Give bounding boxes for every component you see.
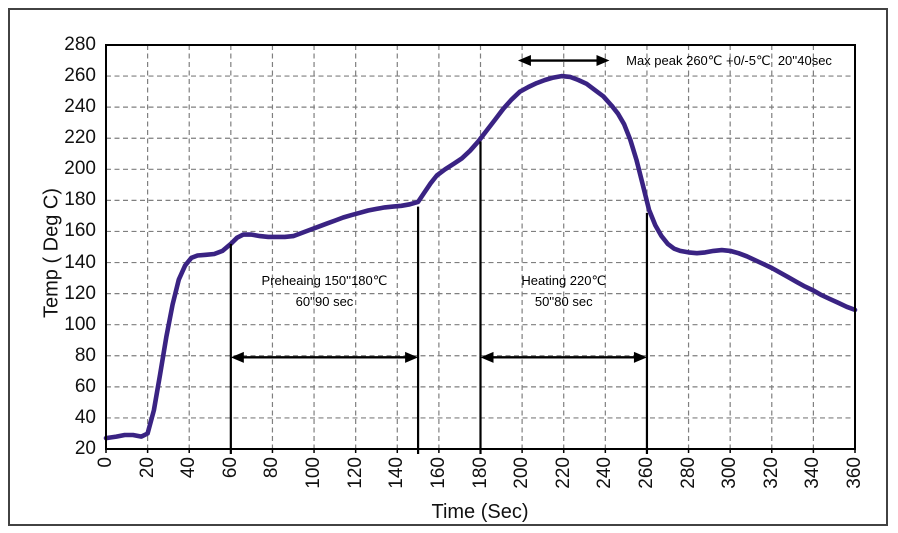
y-tick-label: 140 bbox=[64, 251, 96, 273]
y-tick-label: 220 bbox=[64, 127, 96, 149]
y-tick-label: 40 bbox=[74, 406, 96, 428]
preheat-range-arrow-head-left bbox=[230, 351, 244, 363]
annotation-max-peak: Max peak 260℃ +0/-5℃ 20''40sec bbox=[626, 53, 832, 69]
x-tick-label: 220 bbox=[552, 457, 574, 489]
x-tick-label: 180 bbox=[469, 457, 491, 489]
x-tick-label: 280 bbox=[677, 457, 699, 489]
max-peak-range-arrow-head-right bbox=[596, 55, 610, 67]
annotation-preheat: Preheaing 150''180℃ 60''90 sec bbox=[262, 270, 388, 312]
annotation-preheat-line2: 60''90 sec bbox=[295, 294, 354, 310]
y-tick-label: 60 bbox=[74, 375, 96, 397]
x-tick-label: 200 bbox=[511, 457, 533, 489]
y-tick-label: 100 bbox=[64, 313, 96, 335]
temperature-curve bbox=[103, 73, 858, 441]
x-tick-label: 60 bbox=[219, 457, 241, 479]
x-tick-label: 120 bbox=[344, 457, 366, 489]
x-tick-label: 0 bbox=[95, 457, 116, 468]
x-tick-label: 320 bbox=[760, 457, 782, 489]
y-tick-label: 20 bbox=[74, 438, 96, 459]
x-tick-label: 360 bbox=[844, 457, 865, 489]
annotation-heating-line1: Heating 220℃ bbox=[521, 273, 607, 289]
y-tick-label: 80 bbox=[74, 344, 96, 366]
y-tick-label: 260 bbox=[64, 65, 96, 87]
x-axis-title: Time (Sec) bbox=[431, 501, 529, 523]
heating-range-arrow-head-right bbox=[633, 351, 647, 363]
x-tick-label: 160 bbox=[427, 457, 449, 489]
x-tick-label: 100 bbox=[303, 457, 325, 489]
x-tick-label: 40 bbox=[178, 457, 200, 479]
y-tick-label: 180 bbox=[64, 189, 96, 211]
y-tick-label: 120 bbox=[64, 282, 96, 304]
plot-area bbox=[103, 44, 858, 454]
annotation-heating-line2: 50''80 sec bbox=[534, 294, 593, 310]
reflow-profile-chart: Temp ( Deg C) 20 40 60 80 100 120 140 160 180 200… bbox=[10, 10, 886, 524]
x-tick-label: 140 bbox=[386, 457, 408, 489]
x-tick-label: 240 bbox=[594, 457, 616, 489]
x-tick-label: 80 bbox=[261, 457, 283, 479]
chart-frame: Temp ( Deg C) 20 40 60 80 100 120 140 160 180 200… bbox=[8, 8, 888, 526]
x-tick-label: 300 bbox=[719, 457, 741, 489]
y-tick-label: 280 bbox=[64, 34, 96, 55]
max-peak-range-arrow-head-left bbox=[517, 55, 531, 67]
y-tick-label: 240 bbox=[64, 96, 96, 118]
heating-range-arrow-head-left bbox=[480, 351, 494, 363]
y-tick-label: 200 bbox=[64, 158, 96, 180]
x-tick-label: 340 bbox=[802, 457, 824, 489]
x-tick-label: 20 bbox=[136, 457, 158, 479]
preheat-range-arrow-head-right bbox=[405, 351, 419, 363]
annotation-preheat-line1: Preheaing 150''180℃ bbox=[261, 273, 388, 289]
annotation-heating: Heating 220℃ 50''80 sec bbox=[521, 270, 606, 312]
y-tick-label: 160 bbox=[64, 220, 96, 242]
x-tick-label: 260 bbox=[635, 457, 657, 489]
